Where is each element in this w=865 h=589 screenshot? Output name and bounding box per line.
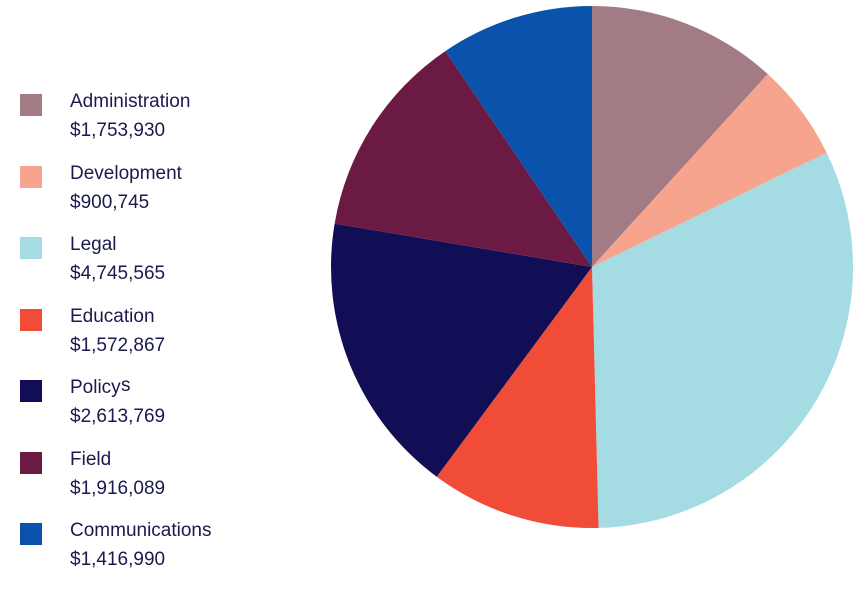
legend-item-development: Development $900,745 xyxy=(20,160,270,232)
pie-slice-field xyxy=(334,51,592,268)
legend-value-legal: $4,745,565 xyxy=(70,263,166,284)
pie-slice-legal xyxy=(592,152,853,528)
legend-label-policy: Policy xyxy=(70,377,121,398)
pie-slice-policy xyxy=(331,223,592,477)
legend-swatch-administration xyxy=(20,94,42,116)
legend-label-administration: Administration xyxy=(70,91,191,112)
legend-value-administration: $1,753,930 xyxy=(70,120,166,141)
legend-swatch-field xyxy=(20,451,42,474)
pie-chart xyxy=(331,6,853,528)
legend-label-field: Field xyxy=(70,448,112,470)
legend-swatch-policy xyxy=(20,380,42,402)
legend-value-communications: $1,416,990 xyxy=(70,549,166,570)
legend-item-education: Education $1,572,867 xyxy=(20,303,270,375)
legend-swatch-education xyxy=(20,308,42,331)
legend-item-administration: Administration $1,753,930 xyxy=(20,88,270,160)
legend-swatch-communications xyxy=(20,523,42,545)
legend-label-legal: Legal xyxy=(70,234,117,255)
pie-slice-communications xyxy=(445,6,592,267)
legend-item-field: Field $1,916,089 xyxy=(20,446,270,518)
pie-slice-education xyxy=(436,267,599,528)
legend-value-policy: $2,613,769 xyxy=(70,406,166,427)
legend-item-policy: Policy $2,613,769 xyxy=(20,374,270,446)
legend-swatch-legal xyxy=(20,237,42,259)
pie-slice-development xyxy=(592,74,827,267)
pie-slice-administration xyxy=(592,6,768,267)
legend-value-field: $1,916,089 xyxy=(70,477,166,499)
legend-swatch-development xyxy=(20,165,42,188)
legend: Administration $1,753,930 Development $9… xyxy=(20,88,270,589)
legend-item-communications: Communications $1,416,990 xyxy=(20,517,270,589)
legend-value-development: $900,745 xyxy=(70,191,150,213)
stray-letter: s xyxy=(121,375,131,396)
legend-value-education: $1,572,867 xyxy=(70,334,166,356)
legend-label-education: Education xyxy=(70,305,155,327)
legend-label-communications: Communications xyxy=(70,520,212,541)
legend-item-legal: Legal $4,745,565 xyxy=(20,231,270,303)
legend-label-development: Development xyxy=(70,162,182,184)
